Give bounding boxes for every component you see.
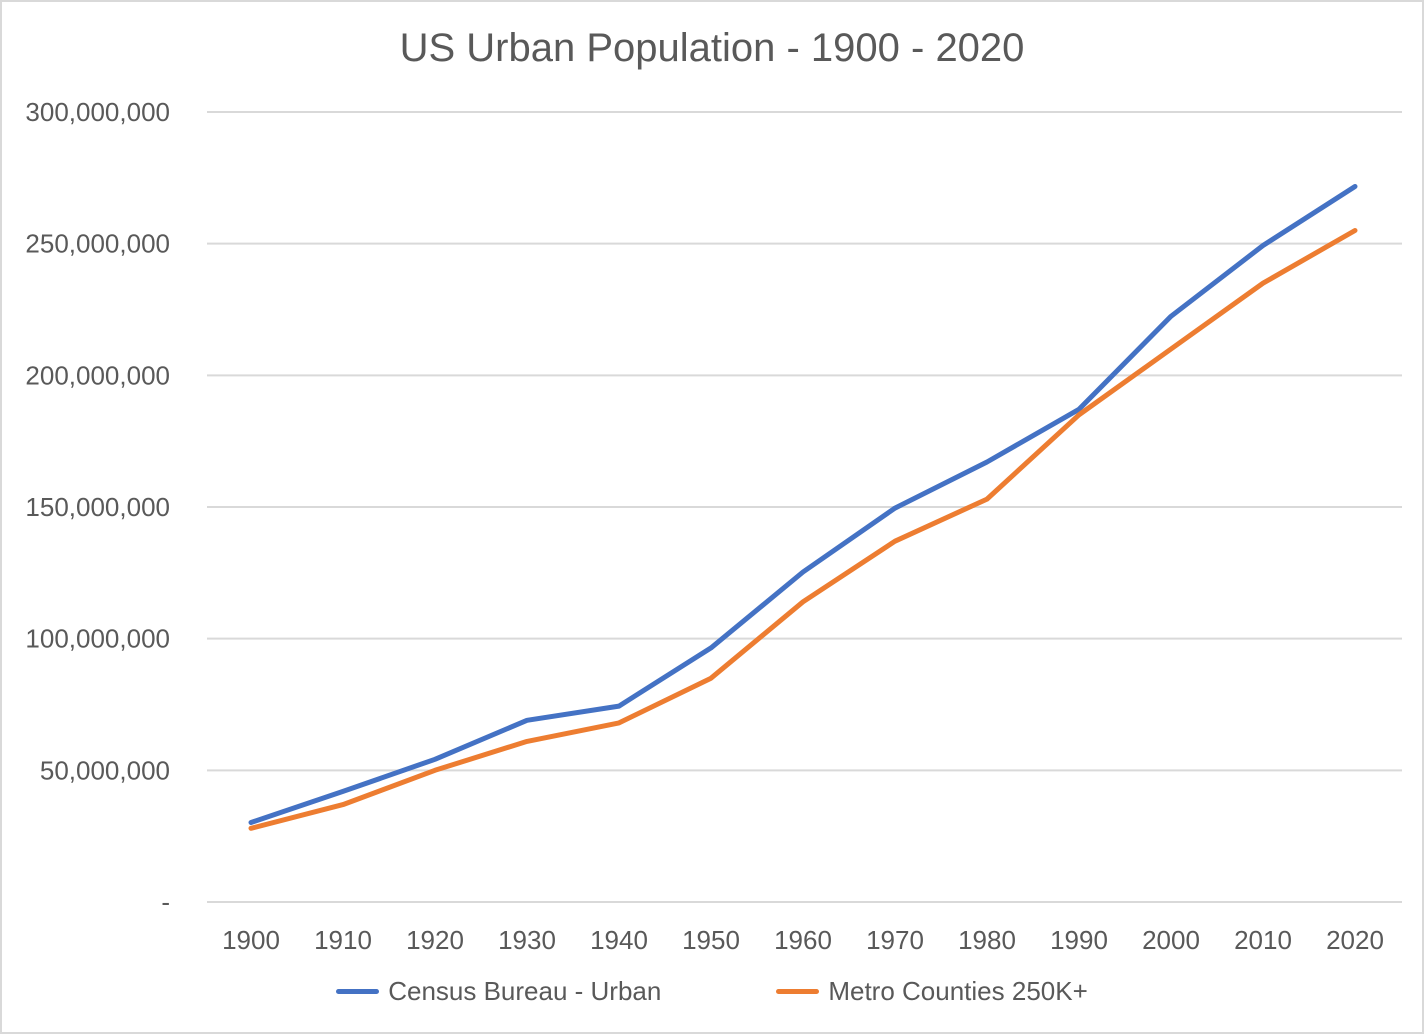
y-axis-tick-label: 200,000,000 <box>25 360 170 390</box>
series-line-census-urban <box>248 184 1358 825</box>
chart-title: US Urban Population - 1900 - 2020 <box>399 26 1025 70</box>
x-axis-tick-label: 1900 <box>222 925 280 955</box>
y-axis-tick-label: 300,000,000 <box>25 97 170 127</box>
legend-item-metro-counties: Metro Counties 250K+ <box>776 976 1088 1007</box>
x-axis-tick-label: 1930 <box>498 925 556 955</box>
x-axis-tick-label: 1950 <box>682 925 740 955</box>
x-axis-tick-label: 1970 <box>866 925 924 955</box>
y-axis-tick-label: 50,000,000 <box>40 755 170 785</box>
x-axis-tick-label: 1960 <box>774 925 832 955</box>
x-axis-tick-label: 1980 <box>958 925 1016 955</box>
x-axis-tick-label: 1940 <box>590 925 648 955</box>
y-axis-tick-label: 100,000,000 <box>25 624 170 654</box>
legend-label: Metro Counties 250K+ <box>828 976 1088 1006</box>
x-axis-tick-label: 2000 <box>1142 925 1200 955</box>
legend-line-swatch <box>776 989 820 994</box>
y-axis-tick-label: 150,000,000 <box>25 492 170 522</box>
y-axis-tick-label: 250,000,000 <box>25 229 170 259</box>
legend-line-swatch <box>336 989 380 994</box>
legend-label: Census Bureau - Urban <box>388 976 662 1006</box>
x-axis-tick-label: 2020 <box>1326 925 1384 955</box>
x-axis-tick-label: 2010 <box>1234 925 1292 955</box>
x-axis-tick-label: 1910 <box>314 925 372 955</box>
legend-item-census-urban: Census Bureau - Urban <box>336 976 661 1007</box>
series-line-metro-counties <box>248 228 1358 831</box>
x-axis-tick-label: 1920 <box>406 925 464 955</box>
x-axis-tick-label: 1990 <box>1050 925 1108 955</box>
y-axis-tick-label: - <box>161 887 170 917</box>
legend: Census Bureau - Urban Metro Counties 250K… <box>2 976 1422 1007</box>
